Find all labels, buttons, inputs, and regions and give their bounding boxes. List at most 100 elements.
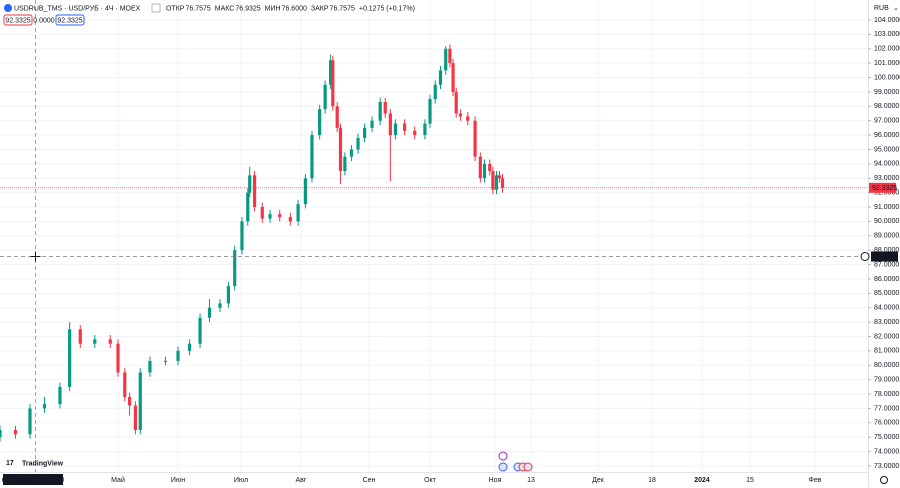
candle-body — [343, 156, 347, 172]
axis-menu[interactable]: ⌄ — [893, 5, 899, 12]
buy-price[interactable]: 92.3325 — [57, 17, 82, 24]
candle-body — [438, 70, 443, 85]
candle-body — [233, 250, 237, 287]
ohlc-label: ОТКР — [166, 5, 185, 12]
y-tick-label: 88.0000 — [874, 247, 899, 254]
candle-body — [310, 135, 314, 179]
candle-body — [349, 149, 354, 157]
ohlc-value: 76.6000 — [282, 5, 307, 12]
settings-icon[interactable] — [151, 3, 161, 13]
buy-box[interactable] — [55, 14, 85, 26]
y-tick-label: 84.0000 — [874, 305, 899, 312]
candle-body — [123, 372, 127, 397]
candle-body — [78, 329, 82, 344]
candle-body — [356, 137, 360, 150]
x-tick-label: Окт — [424, 477, 437, 484]
x-tick-label: Ноя — [489, 477, 502, 484]
candle-body — [491, 171, 495, 190]
event-icon[interactable] — [498, 451, 508, 461]
candle-body — [116, 343, 120, 373]
candle-body — [268, 214, 272, 219]
y-tick-label: 99.0000 — [874, 89, 899, 96]
x-tick-label: 13 — [527, 477, 535, 484]
settings-button[interactable] — [880, 476, 888, 484]
candle-body — [433, 84, 437, 100]
change: +0.1275 (+0.17%) — [359, 5, 415, 12]
candle-body — [335, 106, 339, 128]
y-tick-label: 87.0000 — [874, 261, 899, 268]
crosshair-x-box — [3, 474, 63, 485]
symbol-icon — [4, 4, 12, 12]
candle-body — [454, 91, 458, 114]
ohlc-label: ЗАКР — [311, 5, 329, 12]
candle-body — [494, 175, 499, 190]
ohlc-value: 76.9325 — [235, 5, 260, 12]
candle-body — [296, 204, 300, 222]
event-icon[interactable] — [523, 462, 533, 472]
crosshair-add-button[interactable] — [860, 252, 870, 261]
symbol[interactable]: USDRUB_TMS · USD/РУБ · 4Ч · MOEX — [14, 5, 141, 12]
logo-mark: 17 — [6, 460, 14, 467]
ohlc-value: 76.7575 — [185, 5, 210, 12]
y-tick-label: 73.0000 — [874, 463, 899, 470]
candle-body — [388, 113, 392, 136]
candle-body — [187, 343, 192, 351]
y-tick-label: 102.0000 — [874, 46, 900, 53]
y-tick-label: 81.0000 — [874, 348, 899, 355]
y-tick-label: 89.0000 — [874, 233, 899, 240]
candle-body — [13, 429, 18, 435]
candle-body — [68, 329, 72, 387]
y-tick-label: 97.0000 — [874, 118, 899, 125]
candle-body — [138, 372, 142, 430]
crosshair-y-box — [871, 251, 898, 262]
candle-body — [329, 60, 333, 85]
candle-body — [288, 217, 292, 222]
x-tick-label: 18 — [648, 477, 656, 484]
logo-text: TradingView — [22, 460, 64, 467]
y-tick-label: 74.0000 — [874, 448, 899, 455]
logo: 17 TradingView — [6, 460, 64, 468]
last-price-box — [869, 182, 896, 193]
crosshair-y-label: 87.5575 — [873, 254, 898, 261]
sell-box[interactable] — [3, 14, 33, 26]
candle-body — [444, 48, 448, 71]
x-tick-label: Дек — [592, 477, 605, 484]
candle-body — [466, 116, 470, 121]
event-icon[interactable] — [498, 462, 508, 472]
candle-body — [428, 99, 432, 124]
events — [498, 451, 533, 472]
candle-body — [128, 396, 132, 406]
sell-price[interactable]: 92.3325 — [5, 17, 30, 24]
y-tick-label: 85.0000 — [874, 290, 899, 297]
candle-body — [93, 339, 97, 344]
y-tick-label: 92.0000 — [874, 189, 899, 196]
candle-body — [497, 175, 502, 179]
candle-body — [176, 350, 180, 361]
candle-body — [108, 339, 112, 344]
candle-body — [252, 175, 257, 208]
candle-body — [42, 404, 47, 409]
y-tick-label: 80.0000 — [874, 362, 899, 369]
candle-body — [226, 286, 230, 304]
candle-body — [363, 127, 367, 138]
candle-body — [260, 207, 264, 219]
ohlc-label: МАКС — [215, 5, 235, 12]
y-tick-label: 101.0000 — [874, 60, 900, 67]
candle-body — [370, 120, 374, 128]
candle-body — [383, 101, 387, 114]
candle-body — [303, 178, 307, 205]
x-tick-label: Май — [111, 476, 125, 484]
candle-body — [338, 127, 343, 172]
last-price-label: 92.3325 — [872, 185, 897, 192]
candle-body — [28, 408, 32, 435]
y-tick-label: 103.0000 — [874, 31, 900, 38]
ohlc-label: МИН — [265, 5, 281, 12]
candle-body — [331, 60, 335, 107]
y-tick-label: 94.0000 — [874, 161, 899, 168]
currency[interactable]: RUB — [874, 5, 889, 12]
header: USDRUB_TMS · USD/РУБ · 4Ч · MOEX ОТКР 76.… — [3, 3, 899, 26]
candle-body — [423, 123, 427, 136]
y-tick-label: 83.0000 — [874, 319, 899, 326]
y-tick-label: 95.0000 — [874, 146, 899, 153]
x-tick-label: Авг — [296, 477, 307, 484]
